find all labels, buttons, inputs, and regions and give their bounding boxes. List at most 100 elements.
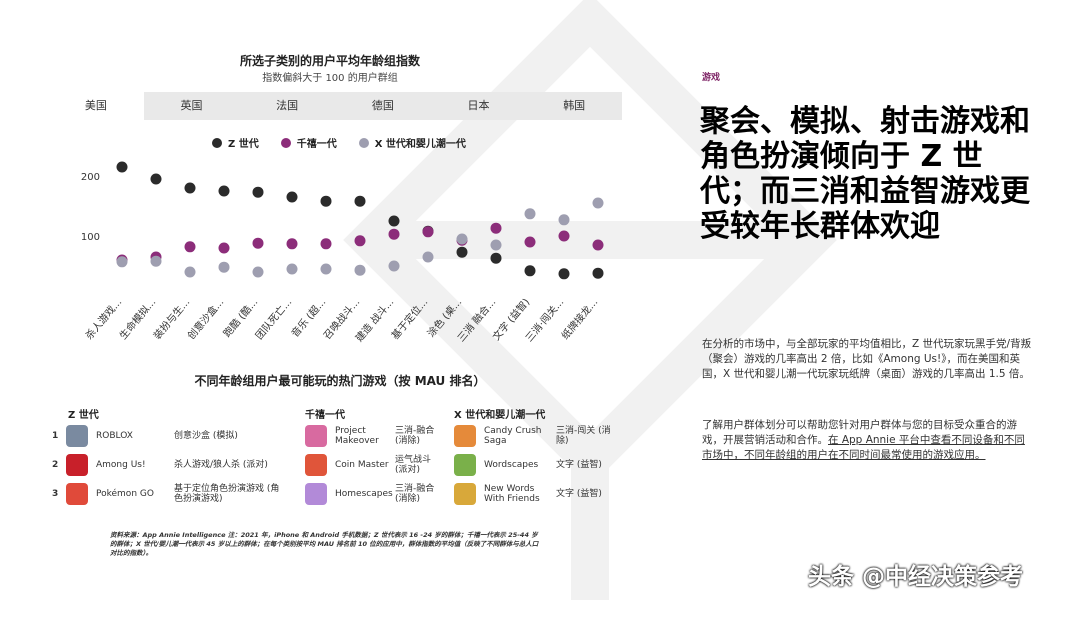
game-row[interactable]: 3 Pokémon GO 基于定位角色扮演游戏 (角色扮演游戏) <box>52 483 284 505</box>
rank-number: 2 <box>52 460 59 470</box>
country-tabs: 美国 英国 法国 德国 日本 韩国 <box>48 92 622 120</box>
data-point <box>490 239 502 251</box>
data-point <box>558 214 570 226</box>
data-point <box>490 252 502 264</box>
game-category: 基于定位角色扮演游戏 (角色扮演游戏) <box>174 484 280 504</box>
rank-number: 1 <box>52 431 59 441</box>
legend-dot-icon <box>280 137 291 148</box>
data-point <box>558 230 570 242</box>
candy-crush-app-icon <box>454 425 476 447</box>
game-category: 创意沙盒 (模拟) <box>174 431 238 441</box>
body-paragraph-2: 了解用户群体划分可以帮助您针对用户群体与您的目标受众重合的游戏，开展营销活动和合… <box>702 418 1032 463</box>
data-point <box>218 242 230 254</box>
game-name: Project Makeover <box>335 426 379 446</box>
data-point <box>592 239 604 251</box>
tab-france[interactable]: 法国 <box>276 99 299 112</box>
game-row[interactable]: 2 Among Us! 杀人游戏/狼人杀 (派对) <box>52 454 284 476</box>
legend-label: Z 世代 <box>228 139 259 150</box>
data-point <box>354 235 366 247</box>
game-name: Candy Crush Saga <box>484 426 542 446</box>
roblox-app-icon <box>66 425 88 447</box>
game-row[interactable]: Wordscapes 文字 (益智) <box>454 454 616 476</box>
game-name: ROBLOX <box>96 431 133 441</box>
game-category: 三消-融合 (消除) <box>395 484 435 504</box>
chart-subtitle: 指数偏斜大于 100 的用户群组 <box>262 73 398 84</box>
data-point <box>524 265 536 277</box>
data-point <box>524 236 536 248</box>
tab-germany[interactable]: 德国 <box>371 99 394 112</box>
source-note: 资料来源：App Annie Intelligence 注：2021 年，iPh… <box>110 531 539 557</box>
game-category: 运气战斗 (派对) <box>395 455 432 475</box>
chart-title: 所选子类别的用户平均年龄组指数 <box>239 54 420 68</box>
game-row[interactable]: Coin Master 运气战斗 (派对) <box>305 454 435 476</box>
legend-label: 千禧一代 <box>296 139 337 150</box>
game-category: 文字 (益智) <box>556 460 602 470</box>
legend-dot-icon <box>358 137 369 148</box>
data-point <box>252 266 264 278</box>
data-point <box>252 186 264 198</box>
headline: 聚会、模拟、射击游戏和角色扮演倾向于 Z 世代；而三消和益智游戏更受较年长群体欢… <box>700 104 1030 244</box>
tab-uk[interactable]: 英国 <box>180 99 203 112</box>
data-point <box>320 195 332 207</box>
among-us-app-icon <box>66 454 88 476</box>
game-name: Among Us! <box>96 460 146 470</box>
data-point <box>592 197 604 209</box>
game-name: New Words With Friends <box>484 484 540 504</box>
app-annie-link[interactable]: 在 App Annie 平台中查看不同设备和不同市场中，不同年龄组的用户在不同时… <box>702 434 1025 461</box>
homescapes-app-icon <box>305 483 327 505</box>
game-row[interactable]: 1 ROBLOX 创意沙盒 (模拟) <box>52 425 284 447</box>
data-point <box>218 185 230 197</box>
data-point <box>286 191 298 203</box>
legend-millennials: 千禧一代 <box>280 135 337 150</box>
data-point <box>184 182 196 194</box>
data-point <box>456 233 468 245</box>
data-point <box>150 255 162 267</box>
game-row[interactable]: Project Makeover 三消-融合 (消除) <box>305 425 435 447</box>
y-tick-label: 100 <box>81 232 100 243</box>
data-point <box>320 238 332 250</box>
tab-us[interactable]: 美国 <box>48 92 144 120</box>
game-row[interactable]: Candy Crush Saga 三消-闯关 (消除) <box>454 425 616 447</box>
data-point <box>286 238 298 250</box>
data-point <box>252 237 264 249</box>
tab-korea[interactable]: 韩国 <box>563 99 586 112</box>
legend-dot-icon <box>212 137 222 148</box>
game-name: Coin Master <box>335 460 389 470</box>
game-name: Pokémon GO <box>96 489 154 499</box>
data-point <box>354 264 366 276</box>
data-point <box>388 260 400 272</box>
words-with-friends-app-icon <box>454 483 476 505</box>
data-point <box>456 246 468 258</box>
data-point <box>422 226 434 238</box>
body-text: 了解用户群体划分可以帮助您针对用户群体与您的目标受众重合的游戏，开展营销活动和合… <box>702 419 1017 446</box>
x-tick-label: 创意沙盒... <box>184 296 226 342</box>
data-point <box>184 241 196 253</box>
data-point <box>116 161 128 173</box>
data-point <box>184 266 196 278</box>
project-makeover-app-icon <box>305 425 327 447</box>
column-header-gen-z: Z 世代 <box>68 410 99 421</box>
game-category: 三消-闯关 (消除) <box>556 426 611 446</box>
game-row[interactable]: Homescapes 三消-融合 (消除) <box>305 483 435 505</box>
x-tick-label: 团队死亡... <box>252 296 294 342</box>
x-tick-label: 基于定位... <box>388 296 430 342</box>
x-tick-label: 纸牌接龙... <box>558 296 600 342</box>
game-row[interactable]: New Words With Friends 文字 (益智) <box>454 483 616 505</box>
data-point <box>388 215 400 227</box>
column-header-millennials: 千禧一代 <box>305 410 345 421</box>
tab-japan[interactable]: 日本 <box>467 99 490 112</box>
game-category: 文字 (益智) <box>556 489 602 499</box>
body-paragraph-1: 在分析的市场中，与全部玩家的平均值相比，Z 世代玩家玩黑手党/背叛（聚会）游戏的… <box>702 338 1032 380</box>
data-point <box>218 261 230 273</box>
legend-label: X 世代和婴儿潮一代 <box>374 139 466 150</box>
game-category: 杀人游戏/狼人杀 (派对) <box>174 460 268 470</box>
rank-number: 3 <box>52 489 59 499</box>
data-point <box>286 263 298 275</box>
data-point <box>592 267 604 279</box>
legend-gen-z: Z 世代 <box>212 135 259 150</box>
column-header-gen-x-boomers: X 世代和婴儿潮一代 <box>454 410 546 421</box>
game-name: Wordscapes <box>484 460 539 470</box>
wordscapes-app-icon <box>454 454 476 476</box>
pokemon-go-app-icon <box>66 483 88 505</box>
